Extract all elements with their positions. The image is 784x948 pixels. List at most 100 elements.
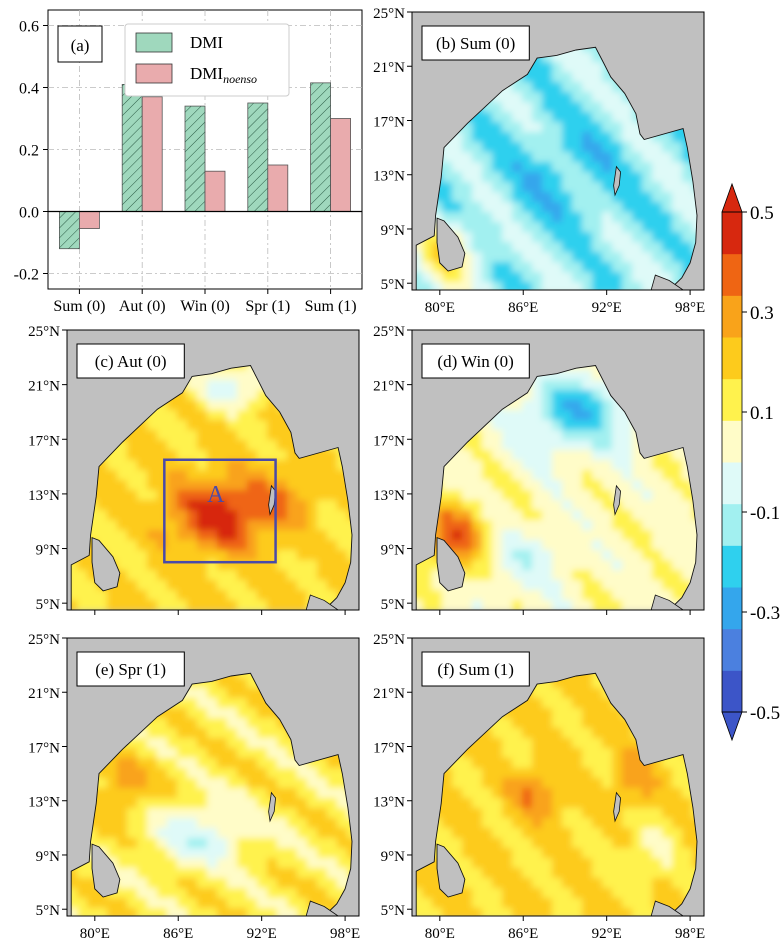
colorbar-segment xyxy=(722,545,742,588)
lon-tick-label: 98°E xyxy=(330,926,360,942)
colorbar-segment xyxy=(722,212,742,255)
lat-tick-label: 25°N xyxy=(373,632,405,648)
bar-x-tick-label: Win (0) xyxy=(180,298,230,315)
map-panel: 25°N 21°N 17°N 13°N 9°N 5°N 80°E 86°E 92°E 98°E (e… xyxy=(28,632,360,942)
bar-y-tick-label: 0.2 xyxy=(19,143,39,160)
colorbar-segment xyxy=(722,462,742,505)
lat-tick-label: 5°N xyxy=(381,903,405,919)
bar-x-tick-label: Aut (0) xyxy=(119,298,166,315)
lat-tick-label: 13°N xyxy=(373,488,405,504)
bar-dmi-noenso xyxy=(330,118,352,212)
colorbar-tick-label: -0.5 xyxy=(750,703,780,724)
legend-label-dmi: DMI xyxy=(190,33,223,52)
bar-x-tick-label: Sum (0) xyxy=(53,298,105,315)
lat-tick-label: 13°N xyxy=(28,488,60,504)
bar-dmi-noenso xyxy=(267,164,289,212)
coastline xyxy=(415,365,698,611)
colorbar-tick-label: 0.5 xyxy=(750,203,774,224)
bar-hatch xyxy=(247,103,268,212)
colorbar-segment xyxy=(722,628,742,671)
map-panel: 25°N 21°N 17°N 13°N 9°N 5°N 80°E 86°E 92°E 98°E (f… xyxy=(373,632,705,942)
panel-label-box xyxy=(421,651,530,687)
lon-tick-label: 92°E xyxy=(592,300,622,316)
bar-legend: DMI DMInoenso xyxy=(124,23,290,97)
panel-a-label: (a) xyxy=(71,36,90,55)
colorbar-tick-label: -0.1 xyxy=(750,503,780,524)
panel-label-box xyxy=(76,343,185,379)
region-box-a-label: A xyxy=(207,482,225,508)
lon-tick-label: 98°E xyxy=(675,926,705,942)
bar-y-ticks: -0.2 0.0 0.2 0.4 0.6 xyxy=(14,19,48,284)
lat-tick-label: 25°N xyxy=(373,6,405,22)
coastline xyxy=(415,46,698,291)
lat-tick-label: 21°N xyxy=(373,686,405,702)
lon-tick-label: 80°E xyxy=(425,926,455,942)
lat-tick-label: 21°N xyxy=(28,379,60,395)
lat-tick-label: 9°N xyxy=(381,849,405,865)
colorbar-frame xyxy=(721,211,743,713)
colorbar-segment xyxy=(722,503,742,546)
bar-hatch xyxy=(59,211,80,249)
colorbar-segment xyxy=(722,587,742,630)
map-panels: 25°N 21°N 17°N 13°N 9°N 5°N 80°E 86°E 92°E 98°E (b… xyxy=(28,6,705,942)
panel-label: (b) Sum (0) xyxy=(436,34,515,53)
lat-tick-label: 25°N xyxy=(28,324,60,340)
coastline xyxy=(415,672,698,917)
lat-tick-label: 9°N xyxy=(381,223,405,239)
lat-tick-label: 5°N xyxy=(381,277,405,293)
map-frame xyxy=(411,11,705,291)
lat-tick-label: 17°N xyxy=(373,433,405,449)
lat-tick-label: 17°N xyxy=(28,740,60,756)
sri-lanka-land xyxy=(436,536,466,592)
lon-tick-label: 86°E xyxy=(163,926,193,942)
colorbar-segment xyxy=(722,337,742,380)
lat-tick-label: 5°N xyxy=(381,597,405,613)
panel-label: (f) Sum (1) xyxy=(437,660,513,679)
lon-tick-label: 92°E xyxy=(247,926,277,942)
bar-hatch xyxy=(122,84,143,212)
lon-tick-label: 80°E xyxy=(425,300,455,316)
legend-swatch-dmi-noenso xyxy=(135,63,173,84)
panel-label-box xyxy=(421,343,530,379)
andaman-islands xyxy=(613,484,621,516)
colorbar-segment xyxy=(722,253,742,296)
bar-x-ticks: Sum (0) Aut (0) Win (0) Spr (1) Sum (1) xyxy=(53,289,357,315)
colorbar-segment xyxy=(722,420,742,463)
colorbar-tick-label: 0.3 xyxy=(750,303,774,324)
bar-dmi-noenso xyxy=(79,211,100,229)
panel-a-label-box: (a) xyxy=(57,25,103,63)
region-box-a xyxy=(163,458,277,564)
bar-x-tick-label: Sum (1) xyxy=(305,298,357,315)
colorbar-segment xyxy=(722,670,742,713)
lat-tick-label: 21°N xyxy=(373,379,405,395)
map-frame xyxy=(66,329,360,611)
andaman-islands xyxy=(268,791,276,823)
bar-y-tick-label: 0.0 xyxy=(19,205,39,222)
coastline xyxy=(70,365,353,611)
bar-dmi-noenso xyxy=(204,170,226,212)
lon-tick-label: 80°E xyxy=(80,926,110,942)
bar-y-tick-label: 0.6 xyxy=(19,19,39,36)
bar-hatch xyxy=(310,82,331,212)
lat-tick-label: 17°N xyxy=(373,114,405,130)
colorbar-segment xyxy=(722,378,742,421)
lat-tick-label: 13°N xyxy=(28,795,60,811)
lon-tick-label: 86°E xyxy=(508,926,538,942)
lat-tick-label: 13°N xyxy=(373,795,405,811)
lat-tick-label: 25°N xyxy=(373,324,405,340)
colorbar-bottom-arrow xyxy=(721,711,743,742)
bar-x-tick-label: Spr (1) xyxy=(245,298,290,315)
panel-label: (d) Win (0) xyxy=(437,352,513,371)
colorbar-tick-label: 0.1 xyxy=(750,403,774,424)
lat-tick-label: 9°N xyxy=(36,849,60,865)
lat-tick-label: 25°N xyxy=(28,632,60,648)
andaman-islands xyxy=(613,791,621,823)
lat-tick-label: 17°N xyxy=(28,433,60,449)
map-panel: 25°N 21°N 17°N 13°N 9°N 5°N 80°E 86°E 92°E 98°E (b… xyxy=(373,6,705,316)
lat-tick-label: 21°N xyxy=(28,686,60,702)
lon-tick-label: 92°E xyxy=(592,926,622,942)
lon-tick-label: 98°E xyxy=(675,300,705,316)
map-frame xyxy=(411,329,705,611)
bar-dmi-noenso xyxy=(141,96,163,212)
